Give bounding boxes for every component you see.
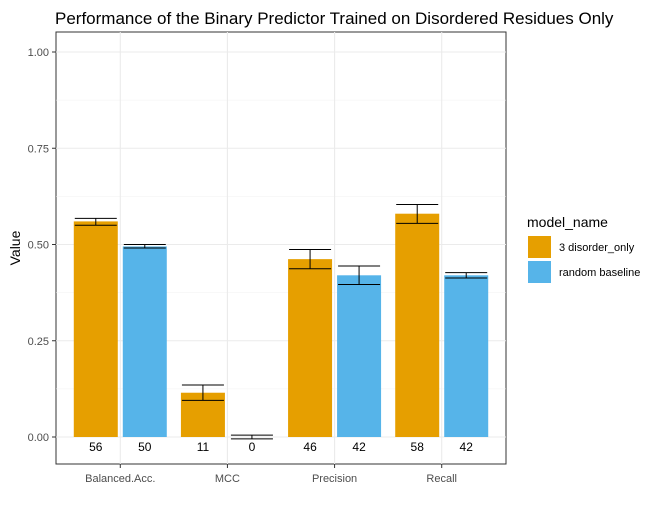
bar (444, 275, 489, 437)
bar (73, 221, 118, 437)
data-labels: 56 11 46 58 50 0 42 42 (89, 440, 473, 454)
y-tick-label: 0.75 (28, 143, 49, 155)
y-tick-label: 0.50 (28, 240, 49, 252)
legend-label: random baseline (559, 267, 640, 279)
legend-key (528, 236, 551, 258)
bar (288, 259, 333, 437)
bars (73, 213, 489, 437)
axes: 0.00 0.25 0.50 0.75 1.00 Balanced.Acc. MCC Prec… (28, 47, 457, 485)
x-tick-label: Recall (426, 473, 457, 485)
bar (395, 213, 440, 437)
x-tick-label: Precision (312, 473, 357, 485)
data-label: 11 (197, 440, 210, 454)
y-tick-label: 0.00 (28, 432, 49, 444)
legend-label: 3 disorder_only (559, 242, 635, 254)
bar (337, 275, 382, 437)
y-tick-label: 0.25 (28, 336, 49, 348)
bar (122, 246, 167, 437)
data-label: 42 (352, 440, 366, 454)
data-label: 58 (411, 440, 425, 454)
chart-title: Performance of the Binary Predictor Trai… (55, 9, 614, 28)
legend-title: model_name (527, 214, 608, 230)
legend-key (528, 261, 551, 283)
data-label: 0 (249, 440, 256, 454)
x-tick-label: MCC (215, 473, 240, 485)
error-bars (74, 203, 488, 440)
y-axis-title: Value (7, 230, 23, 265)
data-label: 42 (460, 440, 474, 454)
data-label: 56 (89, 440, 103, 454)
y-tick-label: 1.00 (28, 47, 49, 59)
data-label: 46 (303, 440, 317, 454)
data-label: 50 (138, 440, 152, 454)
x-tick-label: Balanced.Acc. (85, 473, 155, 485)
